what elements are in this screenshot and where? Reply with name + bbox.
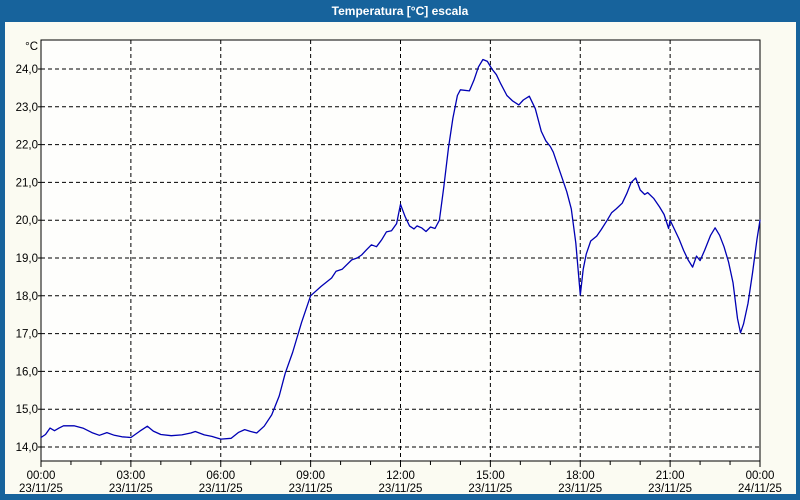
x-tick-date-label: 24/11/25 [738, 483, 782, 494]
y-tick-label: 19,0 [16, 253, 38, 265]
chart-area: 14,0 15,0 16,0 17,0 18,0 19,0 20,0 21,0 22,0 23,0… [5, 22, 796, 495]
y-tick-label: 15,0 [16, 404, 38, 416]
x-tick-time-label: 06:00 [206, 470, 235, 482]
x-tick-date-label: 23/11/25 [289, 483, 333, 494]
x-tick-time-label: 03:00 [116, 470, 145, 482]
y-tick-label: 18,0 [16, 291, 38, 303]
temperature-chart-svg: 14,0 15,0 16,0 17,0 18,0 19,0 20,0 21,0 22,0 23,0… [16, 39, 782, 495]
y-tick-label: 22,0 [16, 140, 38, 152]
temperature-line [40, 58, 761, 440]
x-tick-date-label: 23/11/25 [468, 483, 512, 494]
x-tick-time-label: 12:00 [386, 470, 415, 482]
x-tick-time-label: 18:00 [566, 470, 595, 482]
x-tick-time-label: 09:00 [296, 470, 325, 482]
title-bar[interactable]: Temperatura [°C] escala [0, 0, 800, 22]
x-tick-date-label: 23/11/25 [379, 483, 423, 494]
y-tick-label: 17,0 [16, 329, 38, 341]
y-tick-label: 14,0 [16, 442, 38, 454]
x-tick-date-label: 23/11/25 [19, 483, 63, 494]
y-tick-label: 23,0 [16, 102, 38, 114]
x-tick-date-label: 23/11/25 [558, 483, 602, 494]
x-tick-time-label: 15:00 [476, 470, 505, 482]
y-tick-label: 20,0 [16, 215, 38, 227]
y-axis-unit-label: °C [25, 41, 38, 53]
x-tick-time-label: 21:00 [656, 470, 685, 482]
x-tick-date-label: 23/11/25 [199, 483, 243, 494]
x-tick-time-label: 00:00 [27, 470, 56, 482]
y-tick-label: 16,0 [16, 366, 38, 378]
plot-border [40, 39, 761, 462]
x-tick-date-label: 23/11/25 [648, 483, 692, 494]
x-tick-date-label: 23/11/25 [109, 483, 153, 494]
x-tick-time-label: 00:00 [746, 470, 775, 482]
y-tick-label: 24,0 [16, 64, 38, 76]
window-title: Temperatura [°C] escala [331, 4, 469, 18]
y-tick-label: 21,0 [16, 177, 38, 189]
